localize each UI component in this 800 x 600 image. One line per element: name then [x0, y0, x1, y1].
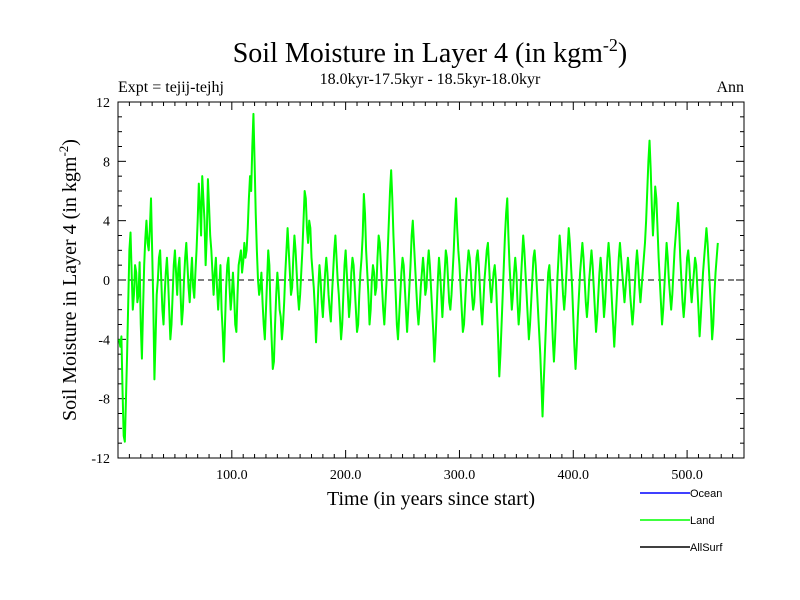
y-tick-labels: -12 -8 -4 0 4 8 12 [91, 96, 110, 467]
y-axis-label: Soil Moisture in Layer 4 (in kgm-2) [56, 139, 81, 421]
period-label: Ann [716, 79, 744, 96]
series-group [118, 112, 719, 443]
y-tick-label: 4 [103, 215, 110, 230]
y-tick-label: -4 [98, 333, 110, 348]
legend-label-ocean: Ocean [690, 488, 722, 500]
chart-subtitle: 18.0kyr-17.5kyr - 18.5kyr-18.0kyr [320, 71, 541, 88]
legend-label-allsurf: AllSurf [690, 542, 723, 554]
y-tick-label: 0 [103, 274, 110, 289]
y-tick-label: -12 [91, 452, 110, 467]
series-line-land [118, 112, 719, 443]
x-tick-labels: 100.0 200.0 300.0 400.0 500.0 [216, 468, 703, 483]
chart-title: Soil Moisture in Layer 4 (in kgm-2) [233, 35, 628, 69]
x-tick-label: 100.0 [216, 468, 248, 483]
x-tick-label: 200.0 [330, 468, 362, 483]
x-tick-label: 500.0 [671, 468, 703, 483]
y-tick-label: 12 [96, 96, 110, 111]
x-axis-label: Time (in years since start) [327, 488, 535, 510]
x-tick-label: 300.0 [444, 468, 476, 483]
y-tick-label: 8 [103, 155, 110, 170]
legend: Ocean Land AllSurf [640, 488, 723, 554]
experiment-label: Expt = tejij-tejhj [118, 79, 224, 96]
y-tick-label: -8 [98, 393, 110, 408]
x-tick-label: 400.0 [558, 468, 590, 483]
legend-label-land: Land [690, 515, 714, 527]
tick-marks [118, 101, 744, 459]
